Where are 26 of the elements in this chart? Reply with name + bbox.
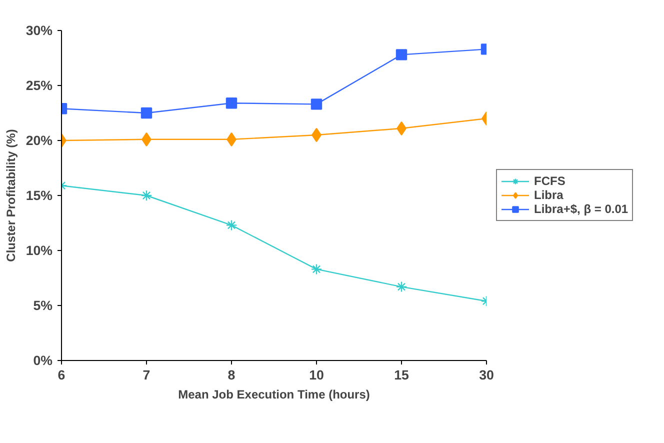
x-tick-label: 7 <box>142 368 150 382</box>
y-axis-title: Cluster Profitability (%) <box>4 129 18 262</box>
y-tick-label: 0% <box>33 353 53 368</box>
point <box>226 98 238 109</box>
y-tick-label: 15% <box>26 188 53 203</box>
y-tick-label: 30% <box>26 23 53 38</box>
point <box>140 107 152 119</box>
point <box>396 281 408 292</box>
point <box>226 220 238 231</box>
x-axis-title: Mean Job Execution Time (hours) <box>178 388 370 402</box>
x-tick-label: 10 <box>309 368 324 382</box>
point <box>140 190 152 202</box>
y-tick-label: 5% <box>33 298 53 313</box>
point <box>396 49 408 60</box>
y-tick-label: 25% <box>26 78 53 93</box>
y-tick-label: 20% <box>26 133 53 148</box>
y-tick-label: 10% <box>26 243 53 258</box>
point <box>310 98 322 110</box>
x-tick-label: 8 <box>228 368 236 382</box>
x-tick-label: 6 <box>58 368 66 382</box>
x-tick-label: 15 <box>394 368 410 382</box>
legend-label: Libra+$, β = 0.01 <box>534 202 628 216</box>
legend-label: Libra <box>534 188 564 202</box>
legend-label: FCFS <box>534 174 566 188</box>
point <box>310 264 322 275</box>
x-tick-label: 30 <box>479 368 494 382</box>
